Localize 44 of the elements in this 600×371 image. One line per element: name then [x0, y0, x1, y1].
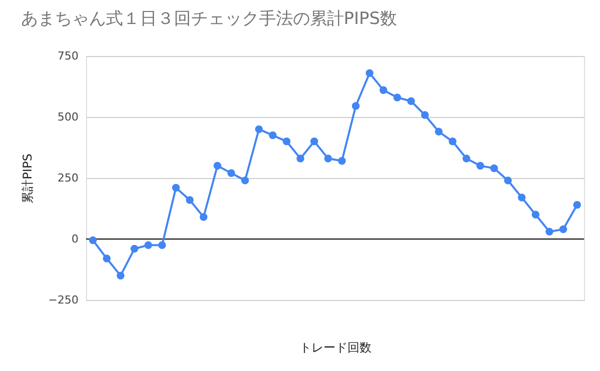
- x-axis-title: トレード回数: [300, 340, 372, 354]
- y-axis-title: 累計PIPS: [20, 154, 34, 204]
- point: [490, 164, 498, 172]
- point: [380, 86, 388, 94]
- point: [366, 69, 374, 77]
- point: [214, 162, 222, 170]
- point: [268, 131, 277, 140]
- y-tick-label: 500: [58, 110, 78, 124]
- point: [448, 138, 456, 146]
- point: [462, 154, 470, 162]
- point: [476, 162, 484, 170]
- point: [255, 125, 263, 134]
- point: [324, 154, 332, 162]
- point: [158, 241, 166, 249]
- point: [227, 169, 236, 177]
- point: [532, 210, 540, 218]
- point: [89, 236, 97, 244]
- point: [421, 111, 429, 119]
- point: [518, 194, 526, 202]
- point: [310, 138, 318, 146]
- point: [504, 176, 512, 184]
- point: [559, 225, 568, 234]
- point: [130, 244, 138, 253]
- point: [546, 228, 554, 236]
- point: [338, 157, 346, 165]
- y-tick-label: 250: [58, 172, 78, 184]
- chart-title: あまちゃん式１日３回チェック手法の累計PIPS数: [20, 9, 398, 29]
- point: [144, 241, 152, 249]
- point: [352, 102, 360, 110]
- y-tick-label: 750: [58, 50, 78, 62]
- point: [116, 272, 124, 280]
- point: [200, 213, 208, 221]
- point: [573, 200, 581, 209]
- y-tick-label: −250: [48, 294, 78, 306]
- point: [393, 94, 402, 102]
- point: [296, 154, 304, 162]
- point: [282, 138, 290, 146]
- point: [186, 196, 194, 204]
- point: [102, 254, 111, 262]
- point: [172, 184, 180, 192]
- point: [407, 97, 415, 106]
- point: [434, 128, 443, 136]
- point: [241, 176, 249, 184]
- y-tick-label: 0: [72, 232, 78, 246]
